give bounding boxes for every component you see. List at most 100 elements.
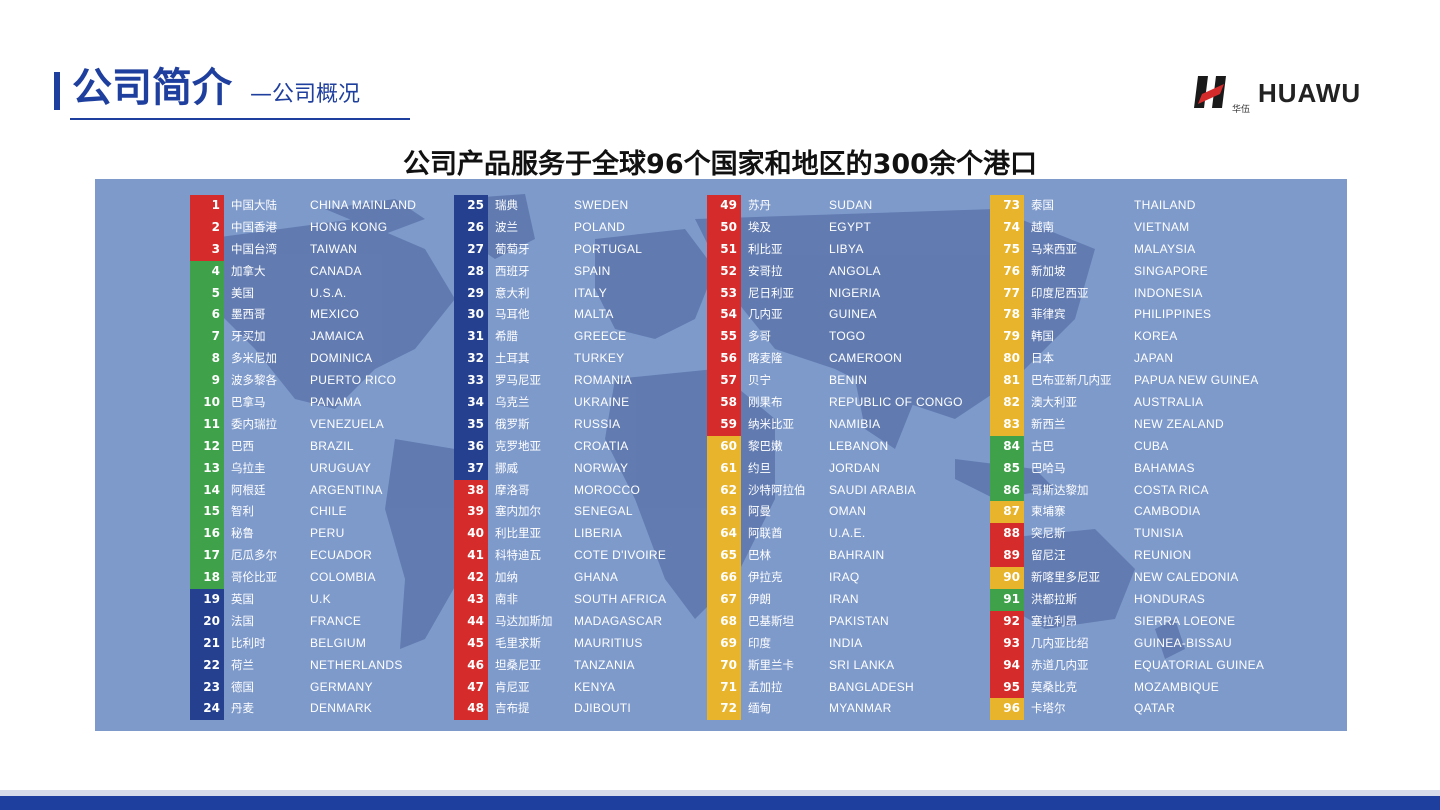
country-row: 82 澳大利亚 AUSTRALIA bbox=[990, 392, 1290, 414]
country-row: 36 克罗地亚 CROATIA bbox=[454, 435, 754, 458]
country-name-en: RUSSIA bbox=[574, 416, 621, 431]
country-row: 50 埃及 EGYPT bbox=[707, 216, 1007, 239]
country-name-cn: 韩国 bbox=[1031, 329, 1054, 344]
country-number-badge: 26 bbox=[454, 216, 488, 239]
country-row: 24 丹麦 DENMARK bbox=[190, 698, 490, 721]
country-row: 86 哥斯达黎加 COSTA RICA bbox=[990, 479, 1290, 502]
country-name-en: PERU bbox=[310, 526, 345, 541]
country-name-en: ANGOLA bbox=[829, 263, 881, 278]
country-name-cn: 苏丹 bbox=[748, 198, 771, 212]
country-number-badge: 75 bbox=[990, 238, 1024, 261]
country-row: 87 柬埔寨 CAMBODIA bbox=[990, 501, 1290, 524]
country-row: 23 德国 GERMANY bbox=[190, 676, 490, 699]
country-name-cn: 加拿大 bbox=[231, 263, 266, 278]
country-row: 22 荷兰 NETHERLANDS bbox=[190, 654, 490, 677]
country-number-badge: 94 bbox=[990, 654, 1024, 677]
country-row: 25 瑞典 SWEDEN bbox=[454, 195, 754, 217]
country-number-badge: 30 bbox=[454, 304, 488, 327]
country-name-cn: 巴拿马 bbox=[231, 395, 266, 410]
country-name-en: FRANCE bbox=[310, 613, 362, 628]
country-name-en: CROATIA bbox=[574, 438, 629, 453]
country-name-cn: 克罗地亚 bbox=[495, 438, 541, 453]
country-row: 40 利比里亚 LIBERIA bbox=[454, 523, 754, 546]
country-name-cn: 中国台湾 bbox=[231, 241, 277, 256]
country-name-cn: 埃及 bbox=[748, 219, 771, 234]
huawu-logo: 华伍 HUAWU bbox=[1194, 74, 1394, 115]
country-name-en: NETHERLANDS bbox=[310, 657, 403, 672]
country-number-badge: 41 bbox=[454, 545, 488, 568]
country-row: 15 智利 CHILE bbox=[190, 501, 490, 524]
country-row: 68 巴基斯坦 PAKISTAN bbox=[707, 610, 1007, 633]
country-name-en: MALAYSIA bbox=[1134, 241, 1196, 256]
country-name-en: BRAZIL bbox=[310, 438, 354, 453]
country-name-cn: 毛里求斯 bbox=[495, 635, 541, 650]
country-name-en: GREECE bbox=[574, 329, 627, 344]
country-name-en: HONDURAS bbox=[1134, 592, 1206, 607]
country-number-badge: 58 bbox=[707, 392, 741, 414]
country-name-en: JORDAN bbox=[829, 460, 881, 475]
country-name-cn: 黎巴嫩 bbox=[748, 438, 783, 453]
country-row: 57 贝宁 BENIN bbox=[707, 370, 1007, 393]
country-name-en: CAMEROON bbox=[829, 351, 903, 366]
country-name-en: NORWAY bbox=[574, 460, 629, 475]
country-name-cn: 罗马尼亚 bbox=[495, 373, 541, 388]
country-name-en: CHILE bbox=[310, 504, 347, 519]
country-number-badge: 90 bbox=[990, 567, 1024, 590]
country-name-cn: 多米尼加 bbox=[231, 351, 277, 366]
country-name-cn: 伊拉克 bbox=[748, 570, 783, 585]
country-name-en: SENEGAL bbox=[574, 504, 633, 519]
country-row: 28 西班牙 SPAIN bbox=[454, 260, 754, 283]
country-number-badge: 64 bbox=[707, 523, 741, 546]
country-row: 79 韩国 KOREA bbox=[990, 326, 1290, 349]
footer-bar bbox=[0, 796, 1440, 810]
country-name-cn: 波多黎各 bbox=[231, 373, 277, 388]
country-number-badge: 47 bbox=[454, 676, 488, 699]
country-row: 94 赤道几内亚 EQUATORIAL GUINEA bbox=[990, 654, 1290, 677]
country-name-en: SUDAN bbox=[829, 198, 873, 212]
country-name-cn: 柬埔寨 bbox=[1031, 504, 1066, 519]
country-row: 41 科特迪瓦 COTE D'IVOIRE bbox=[454, 545, 754, 568]
country-number-badge: 91 bbox=[990, 589, 1024, 611]
country-number-badge: 32 bbox=[454, 348, 488, 371]
country-name-en: AUSTRALIA bbox=[1134, 395, 1204, 410]
country-column: 25 瑞典 SWEDEN 26 波兰 POLAND 27 葡萄牙 PORTUGAL 28 西班牙 SP… bbox=[454, 195, 754, 721]
country-name-cn: 乌克兰 bbox=[495, 395, 530, 410]
country-row: 73 泰国 THAILAND bbox=[990, 195, 1290, 217]
country-number-badge: 43 bbox=[454, 589, 488, 611]
country-number-badge: 92 bbox=[990, 610, 1024, 633]
country-row: 69 印度 INDIA bbox=[707, 632, 1007, 655]
country-name-en: INDIA bbox=[829, 635, 863, 650]
country-row: 61 约旦 JORDAN bbox=[707, 457, 1007, 480]
country-number-badge: 28 bbox=[454, 260, 488, 283]
country-number-badge: 42 bbox=[454, 567, 488, 590]
country-name-cn: 马来西亚 bbox=[1031, 241, 1077, 256]
country-name-cn: 葡萄牙 bbox=[495, 241, 530, 256]
country-name-cn: 加纳 bbox=[495, 570, 518, 585]
country-name-cn: 巴林 bbox=[748, 548, 771, 563]
country-number-badge: 49 bbox=[707, 195, 741, 217]
country-name-en: COTE D'IVOIRE bbox=[574, 548, 667, 563]
country-name-cn: 俄罗斯 bbox=[495, 416, 530, 431]
country-name-cn: 赤道几内亚 bbox=[1031, 657, 1089, 672]
country-row: 59 纳米比亚 NAMIBIA bbox=[707, 413, 1007, 436]
country-name-cn: 马达加斯加 bbox=[495, 613, 553, 628]
country-name-en: MOZAMBIQUE bbox=[1134, 679, 1220, 694]
country-number-badge: 50 bbox=[707, 216, 741, 239]
country-row: 74 越南 VIETNAM bbox=[990, 216, 1290, 239]
country-number-badge: 14 bbox=[190, 479, 224, 502]
country-row: 67 伊朗 IRAN bbox=[707, 589, 1007, 611]
country-name-cn: 哥斯达黎加 bbox=[1031, 482, 1089, 497]
country-number-badge: 53 bbox=[707, 282, 741, 305]
country-row: 5 美国 U.S.A. bbox=[190, 282, 490, 305]
country-number-badge: 84 bbox=[990, 435, 1024, 458]
country-row: 7 牙买加 JAMAICA bbox=[190, 326, 490, 349]
country-name-cn: 利比亚 bbox=[748, 241, 783, 256]
country-number-badge: 27 bbox=[454, 238, 488, 261]
country-name-cn: 尼日利亚 bbox=[748, 285, 794, 300]
country-name-en: TOGO bbox=[829, 329, 866, 344]
country-row: 26 波兰 POLAND bbox=[454, 216, 754, 239]
country-name-en: KENYA bbox=[574, 679, 616, 694]
country-name-en: CANADA bbox=[310, 263, 362, 278]
country-number-badge: 25 bbox=[454, 195, 488, 217]
country-name-cn: 伊朗 bbox=[748, 592, 771, 607]
